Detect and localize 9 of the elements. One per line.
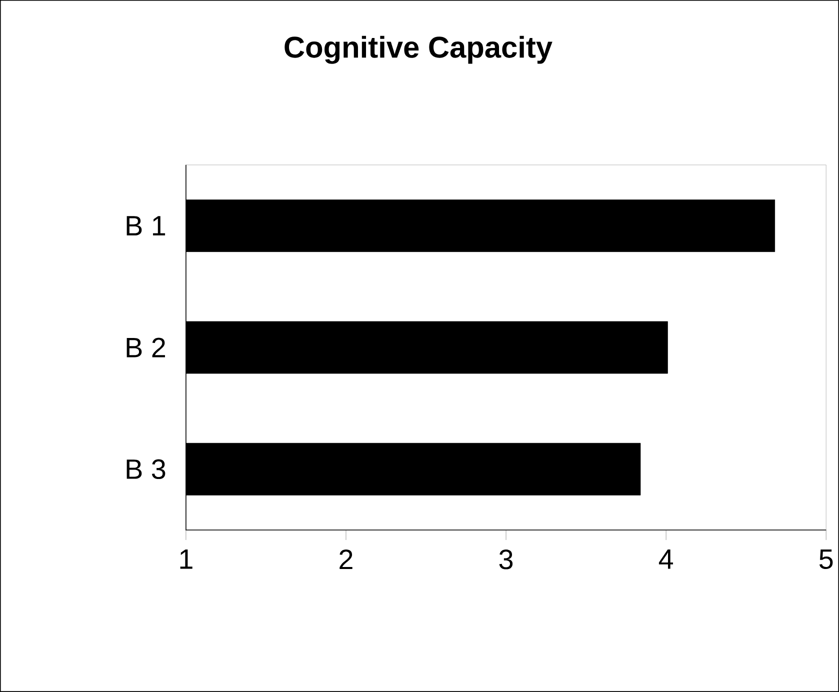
y-tick-label: B 1 bbox=[126, 216, 166, 236]
x-tick-label: 1 bbox=[180, 550, 192, 569]
chart-title: Cognitive Capacity bbox=[284, 36, 552, 64]
x-tick-label: 3 bbox=[499, 550, 513, 570]
x-tick-label: 5 bbox=[819, 550, 833, 570]
x-tick-label: 2 bbox=[340, 550, 352, 570]
y-tick-label: B 3 bbox=[126, 459, 166, 480]
y-tick-label: B 2 bbox=[126, 338, 165, 358]
x-tick-label: 4 bbox=[658, 550, 673, 569]
